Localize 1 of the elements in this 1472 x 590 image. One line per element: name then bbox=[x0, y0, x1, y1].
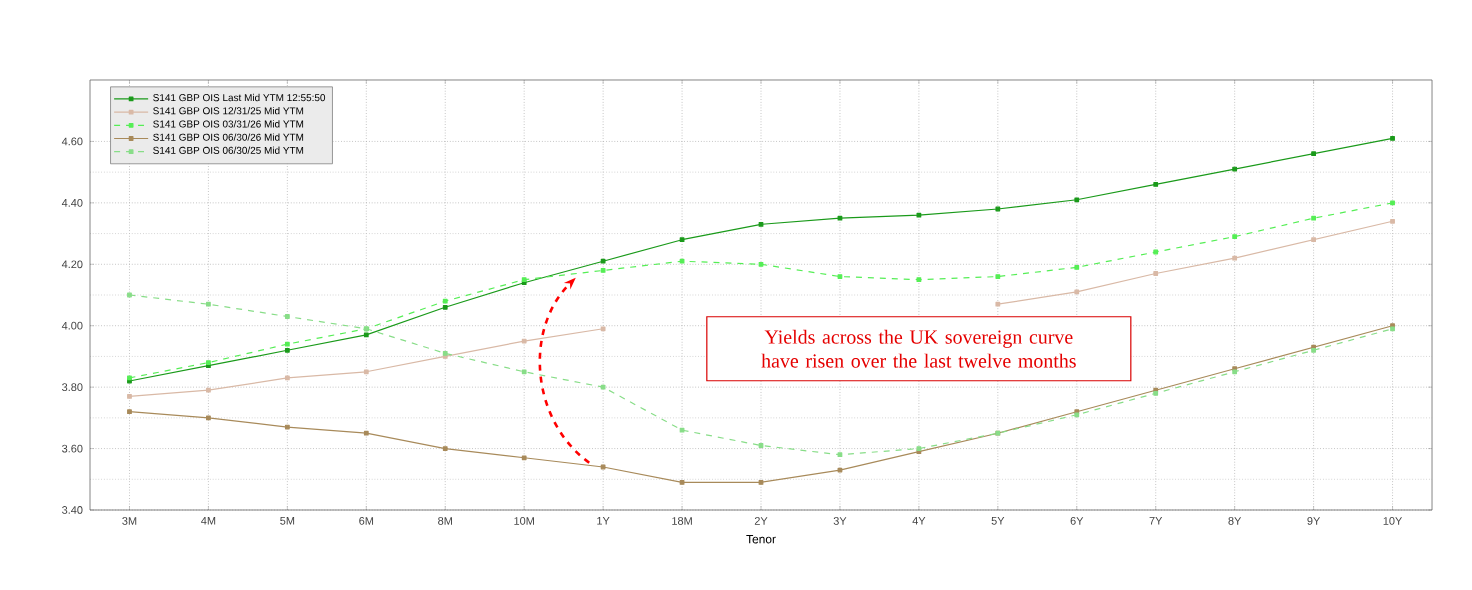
annotation: Yields across the UK sovereign curve have risen over the last twelve months bbox=[761, 329, 1076, 368]
